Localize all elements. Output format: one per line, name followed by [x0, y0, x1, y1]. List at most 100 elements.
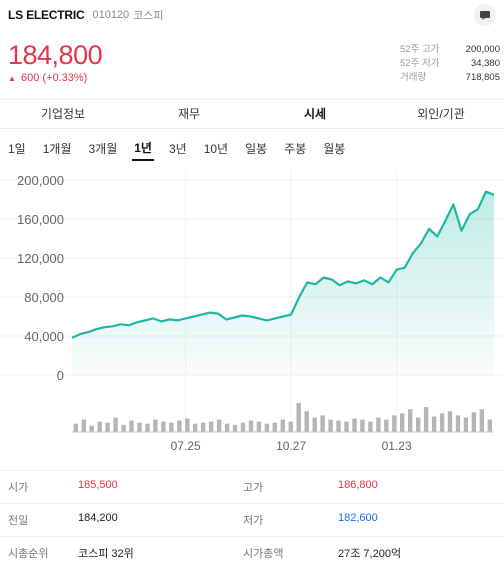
volume-bar — [121, 424, 126, 433]
info-row: 시가 185,500 고가 186,800 — [0, 470, 504, 500]
x-tick-label: 07.25 — [171, 439, 201, 453]
main-tabs: 기업정보 재무 시세 외인/기관 — [0, 99, 504, 129]
chat-button[interactable] — [474, 4, 496, 26]
price-change-value: 600 (+0.33%) — [20, 72, 88, 84]
stat-row: 거래량 718,805 — [400, 71, 500, 85]
volume-bar — [328, 419, 333, 432]
price-area — [72, 191, 494, 375]
period-3y[interactable]: 3년 — [168, 141, 187, 156]
volume-bar — [209, 421, 214, 432]
x-tick-label: 10.27 — [276, 439, 306, 453]
tab-company-info[interactable]: 기업정보 — [40, 107, 86, 121]
volume-bar — [177, 420, 182, 432]
tab-market-price[interactable]: 시세 — [303, 107, 327, 121]
volume-bar — [97, 421, 102, 432]
volume-bar — [185, 418, 190, 432]
period-selector: 1일 1개월 3개월 1년 3년 10년 일봉 주봉 월봉 — [0, 135, 504, 161]
high-label: 고가 — [243, 482, 264, 494]
stock-header: LS ELECTRIC 010120 코스피 — [8, 4, 496, 26]
high-value: 186,800 — [338, 479, 378, 491]
price-change: ▲ 600 (+0.33%) — [8, 72, 102, 84]
market-label: 코스피 — [133, 10, 164, 22]
stat-value: 200,000 — [465, 44, 500, 55]
period-10y[interactable]: 10년 — [203, 141, 229, 156]
volume-bar — [320, 415, 325, 432]
stat-row: 52주 고가 200,000 — [400, 43, 500, 57]
y-tick-label: 80,000 — [24, 290, 64, 305]
volume-bar — [224, 423, 230, 432]
volume-bar — [113, 417, 118, 432]
period-3m[interactable]: 3개월 — [88, 141, 118, 156]
volume-bar — [272, 422, 277, 432]
volume-bar — [376, 417, 381, 432]
period-1d[interactable]: 1일 — [8, 141, 26, 156]
stock-code: 010120 — [92, 9, 130, 21]
volume-bar — [264, 423, 270, 432]
tab-foreign-institution[interactable]: 외인/기관 — [417, 107, 465, 121]
price-block: 184,800 ▲ 600 (+0.33%) — [8, 40, 103, 84]
volume-bar — [384, 419, 389, 432]
x-tick-label: 01.23 — [382, 439, 412, 453]
volume-bar — [248, 420, 254, 432]
volume-bar — [416, 417, 421, 432]
market-cap-rank-label: 시총순위 — [8, 548, 49, 560]
stat-value: 718,805 — [465, 72, 500, 83]
y-tick-label: 0 — [57, 368, 64, 383]
volume-bar — [471, 412, 477, 432]
volume-bar — [169, 422, 174, 432]
market-cap-rank-value: 코스피 32위 — [78, 548, 134, 560]
stat-label: 거래량 — [400, 72, 427, 83]
volume-bar — [352, 418, 357, 432]
volume-bar — [408, 409, 413, 432]
volume-bar — [145, 423, 150, 432]
info-row: 시총순위 코스피 32위 시가총액 27조 7,200억 — [0, 536, 504, 566]
volume-bar — [447, 411, 453, 432]
volume-bar — [479, 409, 485, 432]
volume-bar — [400, 413, 405, 432]
volume-bar — [368, 421, 373, 432]
low-label: 저가 — [243, 515, 264, 527]
period-1y[interactable]: 1년 — [132, 136, 154, 161]
y-tick-label: 120,000 — [17, 251, 64, 266]
y-tick-label: 200,000 — [17, 173, 64, 188]
open-value: 185,500 — [78, 479, 118, 491]
volume-bar — [232, 424, 238, 433]
price-chart[interactable]: 200,000 160,000 120,000 80,000 40,000 0 07.25 1… — [0, 160, 504, 455]
market-cap-value: 27조 7,200억 — [338, 548, 402, 560]
stat-label: 52주 고가 — [400, 44, 440, 55]
volume-bar — [73, 423, 78, 432]
volume-bar — [216, 419, 222, 432]
volume-bar — [137, 422, 142, 432]
volume-bar — [455, 415, 461, 432]
volume-bar — [193, 423, 198, 432]
low-value: 182,600 — [338, 512, 378, 524]
stat-label: 52주 저가 — [400, 58, 440, 69]
volume-bar — [256, 421, 262, 432]
y-tick-label: 40,000 — [24, 329, 64, 344]
volume-bar — [153, 419, 158, 432]
period-monthly[interactable]: 월봉 — [323, 141, 346, 156]
volume-bar — [336, 420, 341, 432]
stock-name: LS ELECTRIC — [8, 8, 85, 22]
chat-icon — [480, 11, 490, 20]
info-row: 전일 184,200 저가 182,600 — [0, 503, 504, 533]
period-weekly[interactable]: 주봉 — [284, 141, 307, 156]
volume-bar — [439, 413, 445, 432]
volume-bar — [392, 415, 397, 432]
period-daily[interactable]: 일봉 — [245, 141, 268, 156]
open-label: 시가 — [8, 482, 29, 494]
volume-bar — [463, 417, 469, 432]
stat-value: 34,380 — [470, 58, 500, 69]
volume-bar — [280, 419, 285, 432]
volume-bar — [288, 421, 293, 432]
y-tick-label: 160,000 — [17, 212, 64, 227]
period-1m[interactable]: 1개월 — [42, 141, 72, 156]
volume-bar — [161, 421, 166, 432]
tab-finance[interactable]: 재무 — [177, 107, 201, 121]
volume-bar — [240, 422, 246, 432]
volume-bar — [81, 419, 86, 432]
price-stats: 52주 고가 200,000 52주 저가 34,380 거래량 718,805 — [400, 43, 500, 85]
volume-bar — [89, 425, 94, 432]
volume-bar — [312, 417, 317, 432]
volume-bar — [431, 416, 437, 432]
